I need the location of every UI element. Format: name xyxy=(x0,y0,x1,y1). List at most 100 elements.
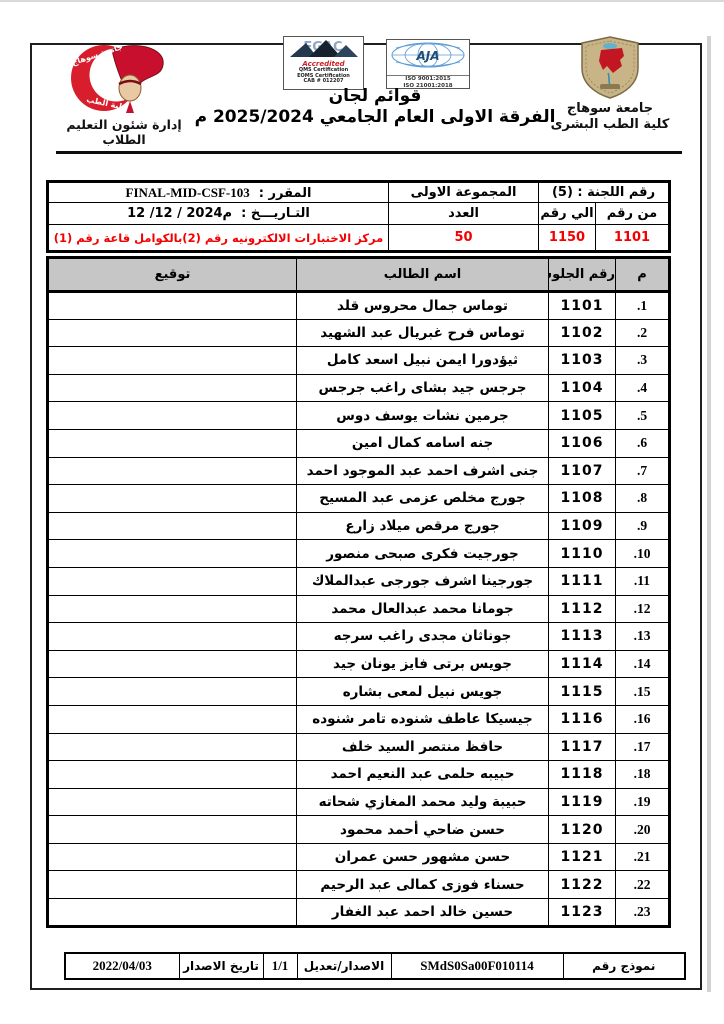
student-seat-number: 1123 xyxy=(548,898,616,927)
col-header-signature: توقيع xyxy=(47,257,297,293)
student-name: جويس نبيل لمعى بشاره xyxy=(296,677,549,706)
signature-cell xyxy=(47,511,297,541)
student-name: جرمين نشات يوسف دوس xyxy=(296,401,549,430)
student-name: جورجينا اشرف جورجى عبدالملاك xyxy=(296,566,549,596)
faculty-name: كلية الطب البشرى xyxy=(550,117,670,132)
student-index: 4. xyxy=(615,373,670,403)
student-name: حبيبة وليد محمد المغازي شحاته xyxy=(296,787,549,817)
committee-info-table: رقم اللجنة : (5) المجموعة الاولى المقرر … xyxy=(46,180,671,253)
to-number-value: 1150 xyxy=(538,224,596,252)
issue-date-label: تاريخ الاصدار xyxy=(178,952,264,980)
student-seat-number: 1106 xyxy=(548,428,616,458)
signature-cell xyxy=(47,898,297,927)
student-name: حافظ منتصر السيد خلف xyxy=(296,732,549,762)
student-index: 11. xyxy=(615,566,670,596)
egac-mountains-icon: EGAC xyxy=(290,40,358,57)
student-seat-number: 1114 xyxy=(548,649,616,679)
student-row: 18. 1118 حبيبه حلمى عبد النعيم احمد xyxy=(47,760,670,789)
student-row: 7. 1107 جنى اشرف احمد عبد الموجود احمد xyxy=(47,456,670,486)
date-label: التـاريـــخ : xyxy=(241,206,310,221)
student-seat-number: 1103 xyxy=(548,346,616,375)
student-index: 7. xyxy=(615,456,670,486)
page-title: قوائم لجان xyxy=(328,86,422,106)
student-seat-number: 1119 xyxy=(548,787,616,817)
faculty-crescent-logo-icon: جامعة سوهاج كلية الطب xyxy=(71,42,164,113)
student-name: جويس برتى فايز يونان جيد xyxy=(296,649,549,679)
student-row: 3. 1103 ثيؤدورا ايمن نبيل اسعد كامل xyxy=(47,346,670,375)
student-index: 2. xyxy=(615,318,670,348)
egac-cert-line2: EOMS Certification xyxy=(297,72,350,79)
student-name: جرجس جيد بشاى راغب جرجس xyxy=(296,373,549,403)
student-row: 13. 1113 جوناثان مجدى راغب سرجه xyxy=(47,622,670,651)
group-name: المجموعة الاولى xyxy=(388,181,539,203)
student-seat-number: 1107 xyxy=(548,456,616,486)
student-index: 5. xyxy=(615,401,670,430)
student-name: جورج مرقص ميلاد زارع xyxy=(296,511,549,541)
student-seat-number: 1120 xyxy=(548,815,616,844)
student-row: 2. 1102 توماس فرح غبريال عبد الشهيد xyxy=(47,318,670,348)
student-seat-number: 1115 xyxy=(548,677,616,706)
student-index: 13. xyxy=(615,622,670,651)
department-caption: إدارة شئون التعليم الطلاب xyxy=(66,117,182,147)
signature-cell xyxy=(47,456,297,486)
course-label: المقرر : xyxy=(258,185,312,201)
scan-edge-top xyxy=(0,0,724,2)
count-value: 50 xyxy=(388,224,539,252)
student-name: جورجيت فكرى صبحى منصور xyxy=(296,539,549,568)
student-name: جورج مخلص عزمى عبد المسيح xyxy=(296,484,549,513)
student-row: 10. 1110 جورجيت فكرى صبحى منصور xyxy=(47,539,670,568)
student-index: 17. xyxy=(615,732,670,762)
student-index: 3. xyxy=(615,346,670,375)
student-index: 6. xyxy=(615,428,670,458)
student-seat-number: 1121 xyxy=(548,842,616,872)
student-name: حسناء فوزى كمالى عبد الرحيم xyxy=(296,870,549,900)
signature-cell xyxy=(47,566,297,596)
scan-edge-right xyxy=(707,36,711,992)
student-row: 20. 1120 حسن ضاحي أحمد محمود xyxy=(47,815,670,844)
aja-globe-icon: AJA xyxy=(391,42,465,68)
student-name: توماس جمال محروس قلد xyxy=(296,291,549,320)
egac-accreditation-logo: EGAC Accredited QMS Certification EOMS C… xyxy=(283,36,364,90)
student-seat-number: 1109 xyxy=(548,511,616,541)
student-index: 1. xyxy=(615,291,670,320)
student-name: جوناثان مجدى راغب سرجه xyxy=(296,622,549,651)
signature-cell xyxy=(47,539,297,568)
student-row: 19. 1119 حبيبة وليد محمد المغازي شحاته xyxy=(47,787,670,817)
exam-date-cell: التـاريـــخ : 12 /12 / 2024م xyxy=(47,202,389,225)
page-subtitle: الفرقة الاولى العام الجامعي 2025/2024 م xyxy=(194,107,556,127)
student-name: ثيؤدورا ايمن نبيل اسعد كامل xyxy=(296,346,549,375)
student-seat-number: 1122 xyxy=(548,870,616,900)
student-seat-number: 1105 xyxy=(548,401,616,430)
student-name: جومانا محمد عبدالعال محمد xyxy=(296,594,549,624)
student-seat-number: 1102 xyxy=(548,318,616,348)
signature-cell xyxy=(47,346,297,375)
student-row: 16. 1116 جيسيكا عاطف شنوده تامر شنوده xyxy=(47,704,670,734)
col-header-name: اسم الطالب xyxy=(296,257,549,293)
count-label: العدد xyxy=(388,202,539,225)
aja-accreditation-logo: AJA ISO 9001:2015 ISO 21001:2018 xyxy=(386,39,470,89)
egac-cert-line3: CAB # 012207 xyxy=(303,78,344,85)
student-index: 15. xyxy=(615,677,670,706)
col-header-index: م xyxy=(615,257,670,293)
from-number-value: 1101 xyxy=(595,224,670,252)
university-name: جامعة سوهاج xyxy=(566,101,654,116)
signature-cell xyxy=(47,373,297,403)
course-cell: المقرر : FINAL-MID-CSF-103 xyxy=(47,181,389,203)
student-index: 20. xyxy=(615,815,670,844)
form-number-code: SMdS0Sa00F010114 xyxy=(390,952,564,980)
aja-wordmark: AJA xyxy=(415,49,439,63)
aja-iso-line2: ISO 21001:2018 xyxy=(403,82,453,89)
date-value: 12 /12 / 2024م xyxy=(127,206,233,221)
student-seat-number: 1101 xyxy=(548,291,616,320)
page-frame xyxy=(30,43,702,990)
aja-iso-line1: ISO 9001:2015 xyxy=(405,76,451,82)
student-row: 12. 1112 جومانا محمد عبدالعال محمد xyxy=(47,594,670,624)
document-control-footer: نموذج رقم SMdS0Sa00F010114 الاصدار/تعديل… xyxy=(64,952,686,980)
signature-cell xyxy=(47,291,297,320)
student-name: حسن ضاحي أحمد محمود xyxy=(296,815,549,844)
university-shield-logo-icon xyxy=(581,36,639,99)
signature-cell xyxy=(47,401,297,430)
signature-cell xyxy=(47,622,297,651)
revision-label: الاصدار/تعديل xyxy=(296,952,392,980)
student-name: جيسيكا عاطف شنوده تامر شنوده xyxy=(296,704,549,734)
